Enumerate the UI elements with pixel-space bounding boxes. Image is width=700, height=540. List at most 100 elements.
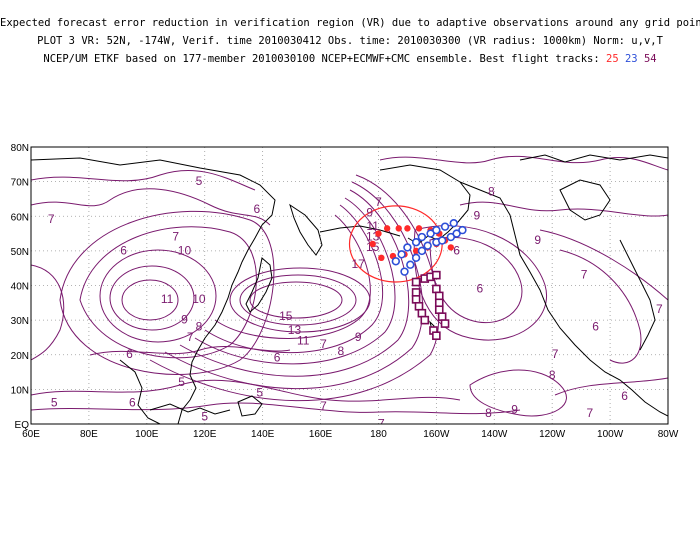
contour-ring-1: [249, 281, 343, 319]
contour-ring-2: [239, 274, 357, 326]
track-b-number: 23: [624, 53, 638, 65]
track-23-point: [397, 250, 406, 259]
track-25-point: [395, 225, 402, 232]
track-23-point: [391, 257, 401, 266]
contour-north-1: [31, 188, 271, 226]
track-25-point: [375, 230, 382, 237]
latitude-label: 80N: [11, 143, 29, 154]
contour-label: 8: [485, 406, 492, 420]
contour-label: 7: [586, 406, 593, 420]
track-54-point: [437, 312, 447, 321]
contour-band-1: [214, 214, 371, 339]
contour-label: 9: [474, 209, 481, 223]
track-23-point: [411, 238, 421, 247]
contour-east-2: [413, 225, 547, 341]
track-23-point: [400, 267, 409, 276]
flight-track-54: [411, 270, 450, 341]
track-54-point: [432, 284, 441, 294]
coast-alaska: [379, 164, 471, 245]
track-25-point: [378, 254, 385, 261]
contour-label: 8: [337, 344, 344, 358]
coast-indonesia-2: [237, 395, 263, 417]
coast-indochina: [119, 359, 161, 424]
contour-lines: [31, 155, 668, 417]
track-54-point: [414, 301, 424, 311]
coast-north-america: [459, 181, 668, 417]
track-54-point: [440, 319, 450, 328]
contour-label: 9: [511, 403, 518, 417]
track-54-point: [434, 291, 444, 301]
contour-label: 5: [178, 375, 185, 389]
track-54-point: [434, 298, 444, 308]
contour-label: 7: [320, 399, 327, 413]
contour-east-4: [539, 229, 668, 301]
longitude-label: 100W: [597, 429, 624, 440]
contour-label: 5: [256, 385, 263, 399]
contour-tropic-4: [554, 377, 668, 396]
contour-tropic-5: [89, 346, 291, 356]
longitude-label: 60E: [22, 429, 40, 440]
contour-label: 9: [366, 205, 373, 219]
longitude-label: 80W: [658, 429, 679, 440]
coast-asia: [31, 157, 276, 424]
contour-label: 15: [279, 309, 293, 323]
longitude-label: 160W: [423, 429, 450, 440]
contour-label: 7: [48, 212, 55, 226]
contour-label: 6: [476, 281, 483, 295]
contour-label: 13: [288, 323, 302, 337]
contour-label: 7: [375, 195, 382, 209]
contour-label: 7: [581, 268, 588, 282]
track-23-point: [452, 229, 461, 238]
contour-label: 9: [534, 233, 541, 247]
track-23-point: [446, 232, 456, 242]
contour-label: 8: [196, 320, 203, 334]
track-54-point: [411, 277, 421, 287]
map-frame: [30, 146, 669, 425]
contour-asia-2: [109, 265, 195, 331]
track-25-point: [415, 225, 423, 232]
track-23-point: [437, 236, 447, 245]
latitude-label: 70N: [11, 178, 29, 189]
contour-band-6: [149, 174, 440, 402]
track-23-point: [411, 253, 421, 262]
latitude-label: 10N: [11, 385, 29, 396]
latitude-label: 40N: [11, 282, 29, 293]
contour-label: 11: [366, 219, 379, 233]
contour-west-edge: [31, 264, 65, 361]
contour-asia-1: [121, 279, 179, 321]
longitude-label: 140E: [251, 429, 275, 440]
contour-label: 5: [201, 410, 208, 424]
track-23-point: [417, 246, 427, 256]
contour-east-3: [559, 249, 642, 364]
track-25-point: [369, 240, 376, 248]
track-23-point: [423, 241, 432, 250]
contour-tropic-2: [31, 402, 521, 415]
contour-north-4: [459, 201, 668, 217]
contour-ring-3: [229, 267, 371, 333]
track-23-point: [426, 229, 435, 238]
track-23-point: [417, 232, 427, 242]
contour-labels: 7566710111098765565577615131198779111315…: [48, 174, 663, 424]
coast-hudson: [559, 179, 611, 221]
track-23-point: [458, 225, 467, 235]
contour-label: 7: [187, 330, 194, 344]
longitude-label: 120W: [539, 429, 566, 440]
contour-label: 7: [656, 302, 663, 316]
track-54-point: [411, 295, 421, 304]
track-23-point: [406, 260, 415, 269]
contour-tropic-1: [31, 379, 461, 402]
longitude-label: 120E: [193, 429, 217, 440]
contour-east-1: [429, 236, 523, 324]
longitude-label: 100E: [135, 429, 159, 440]
track-54-point: [411, 288, 421, 297]
coastlines: [31, 154, 668, 424]
contour-label: 7: [172, 229, 179, 243]
coast-kamchatka: [289, 203, 323, 256]
contour-label: 17: [352, 257, 366, 271]
contour-label: 5: [196, 174, 203, 188]
track-a-number: 25: [606, 53, 619, 65]
track-54-point: [432, 270, 441, 280]
title-line-1: Expected forecast error reduction in ver…: [0, 17, 700, 29]
longitude-label: 180: [370, 429, 387, 440]
